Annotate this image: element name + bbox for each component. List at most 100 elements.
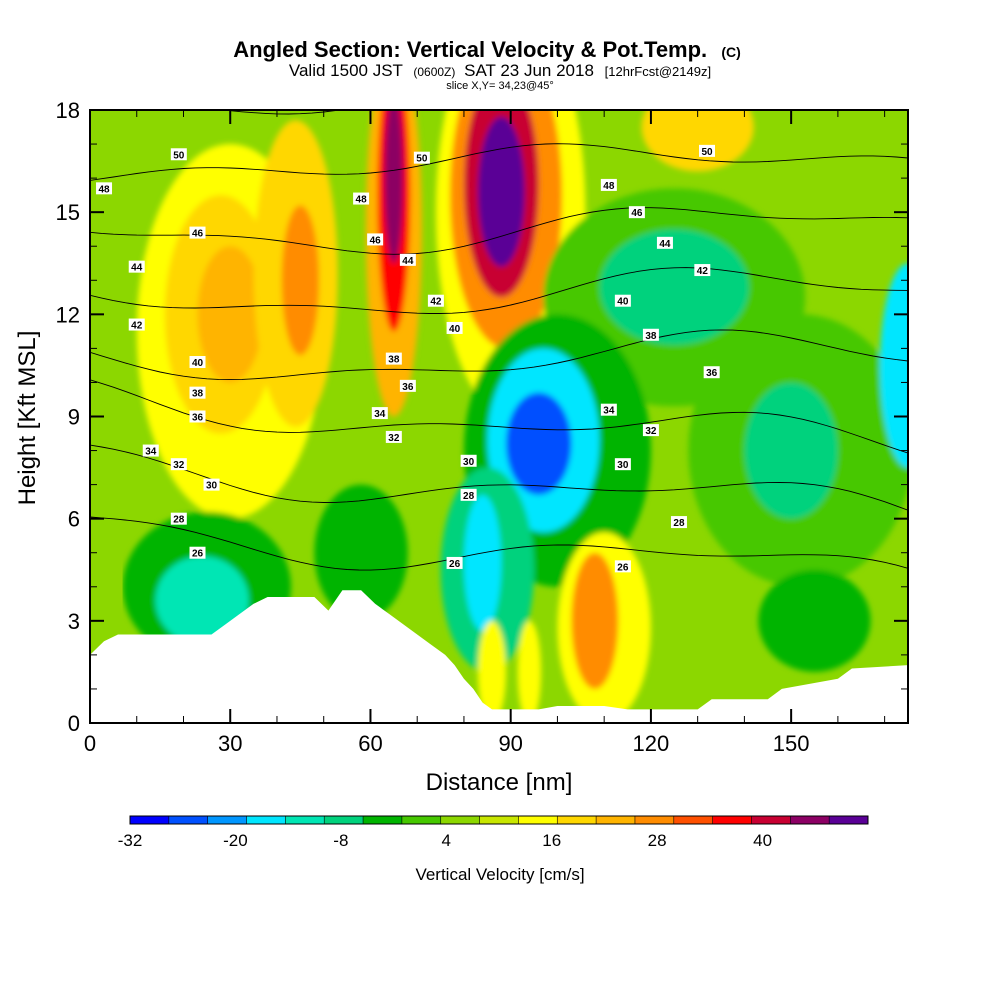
svg-text:36: 36 xyxy=(192,413,204,424)
svg-text:42: 42 xyxy=(697,266,709,277)
contour-label-33: 28 xyxy=(170,512,187,526)
velocity-cell-30 xyxy=(758,569,871,672)
subtitle-part1: Valid 1500 JST xyxy=(289,61,403,80)
contour-label-13: 42 xyxy=(427,294,444,308)
colorbar-swatch-2 xyxy=(207,816,248,824)
contour-label-32: 30 xyxy=(614,458,631,471)
colorbar-title: Vertical Velocity [cm/s] xyxy=(415,865,584,884)
svg-text:32: 32 xyxy=(388,433,400,444)
colorbar-swatch-3 xyxy=(246,816,286,824)
contour-label-10: 44 xyxy=(399,253,416,267)
contour-label-12: 42 xyxy=(128,318,145,332)
svg-text:44: 44 xyxy=(131,263,143,274)
contour-label-8: 46 xyxy=(628,206,645,219)
svg-text:46: 46 xyxy=(370,235,382,246)
velocity-cell-29 xyxy=(517,620,542,723)
svg-text:44: 44 xyxy=(659,239,671,250)
subtitle-part2: (0600Z) xyxy=(413,65,455,79)
contour-label-37: 26 xyxy=(446,556,463,570)
velocity-field xyxy=(122,110,908,723)
colorbar-tick-4: 4 xyxy=(442,831,451,850)
pot-temp-contour-30 xyxy=(90,379,908,454)
colorbar-tick--20: -20 xyxy=(223,831,248,850)
svg-text:28: 28 xyxy=(463,491,475,502)
y-tick-label-12: 12 xyxy=(56,302,80,327)
contour-label-3: 48 xyxy=(96,182,113,195)
colorbar-tick--32: -32 xyxy=(118,831,143,850)
contour-label-38: 26 xyxy=(614,560,631,573)
contour-label-1: 50 xyxy=(413,151,430,165)
colorbar-tick--8: -8 xyxy=(333,831,348,850)
velocity-cell-28 xyxy=(477,620,507,723)
terrain xyxy=(90,590,908,723)
contour-label-36: 26 xyxy=(189,546,206,560)
svg-text:26: 26 xyxy=(449,559,461,570)
x-axis-ticks: 0 30 60 90 120 150 xyxy=(84,110,886,756)
colorbar-swatch-13 xyxy=(634,816,675,824)
colorbar-swatch-14 xyxy=(673,816,714,824)
velocity-cell-21 xyxy=(744,382,838,519)
svg-text:40: 40 xyxy=(617,297,629,308)
contour-label-20: 38 xyxy=(642,328,659,342)
pot-temp-contours xyxy=(90,110,908,571)
svg-text:46: 46 xyxy=(631,208,643,219)
y-tick-label-6: 6 xyxy=(68,507,80,532)
slice-text: slice X,Y= 34,23@45° xyxy=(446,80,554,92)
svg-text:50: 50 xyxy=(416,154,428,165)
colorbar-swatch-16 xyxy=(751,816,791,824)
velocity-cell-14 xyxy=(599,229,750,345)
svg-text:46: 46 xyxy=(192,229,204,240)
colorbar-swatch-5 xyxy=(324,816,364,824)
colorbar-tick-16: 16 xyxy=(542,831,561,850)
colorbar-swatch-10 xyxy=(518,816,558,824)
contour-label-31: 30 xyxy=(460,454,477,468)
svg-text:26: 26 xyxy=(192,549,204,560)
colorbar-swatch-4 xyxy=(285,816,325,824)
svg-text:30: 30 xyxy=(463,457,475,468)
chart-title: Angled Section: Vertical Velocity & Pot.… xyxy=(233,37,741,62)
contour-label-14: 42 xyxy=(694,264,711,277)
colorbar: -32 -20 -8 4 16 28 40 xyxy=(118,815,869,850)
colorbar-tick-28: 28 xyxy=(648,831,667,850)
svg-text:42: 42 xyxy=(131,321,143,332)
pot-temp-contour-38 xyxy=(90,143,908,181)
colorbar-swatch-18 xyxy=(829,816,869,824)
pot-temp-contour-32 xyxy=(90,329,908,381)
velocity-cell-11 xyxy=(477,116,525,267)
svg-text:30: 30 xyxy=(206,481,218,492)
svg-text:30: 30 xyxy=(617,460,629,471)
velocity-cell-27 xyxy=(571,552,619,689)
svg-text:50: 50 xyxy=(173,150,185,161)
velocity-cell-24 xyxy=(155,556,249,645)
svg-text:32: 32 xyxy=(645,426,657,437)
svg-text:50: 50 xyxy=(701,147,713,158)
y-tick-label-15: 15 xyxy=(56,200,80,225)
svg-text:48: 48 xyxy=(356,195,368,206)
svg-text:26: 26 xyxy=(617,562,629,573)
contour-label-28: 32 xyxy=(385,430,402,444)
contour-label-4: 48 xyxy=(353,192,370,206)
contour-label-23: 36 xyxy=(703,366,720,379)
velocity-cell-25 xyxy=(314,484,408,621)
pot-temp-contour-34 xyxy=(90,267,908,314)
contour-label-21: 36 xyxy=(189,410,206,424)
svg-text:48: 48 xyxy=(603,181,615,192)
velocity-cell-7 xyxy=(384,110,404,264)
contour-label-9: 44 xyxy=(128,260,145,274)
x-tick-label-30: 30 xyxy=(218,731,242,756)
svg-text:36: 36 xyxy=(706,368,718,379)
svg-text:28: 28 xyxy=(673,518,685,529)
contour-label-5: 48 xyxy=(600,178,617,192)
terrain-shape xyxy=(90,590,908,723)
velocity-cell-17 xyxy=(506,392,572,495)
x-tick-label-0: 0 xyxy=(84,731,96,756)
contour-label-18: 38 xyxy=(189,386,206,400)
colorbar-swatch-7 xyxy=(401,816,442,824)
contour-label-35: 28 xyxy=(670,516,687,529)
colorbar-swatch-1 xyxy=(168,816,209,824)
velocity-cell-2 xyxy=(197,246,263,383)
pot-temp-contour-36 xyxy=(90,207,908,255)
y-axis-label: Height [Kft MSL] xyxy=(14,331,41,506)
colorbar-swatch-11 xyxy=(557,816,597,824)
